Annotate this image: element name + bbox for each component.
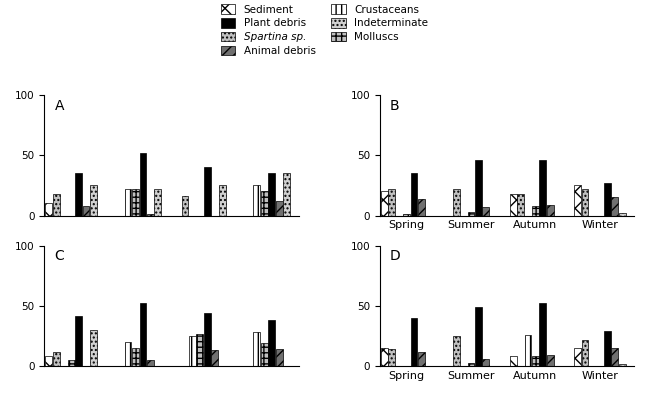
Bar [125, 342, 132, 366]
Bar [582, 340, 589, 366]
Bar [204, 168, 211, 215]
Bar [82, 206, 90, 215]
Bar [388, 349, 395, 366]
Bar [418, 199, 425, 215]
Bar [189, 336, 196, 366]
Bar [418, 352, 425, 366]
Bar [611, 198, 618, 215]
Bar [509, 356, 517, 366]
Bar [53, 352, 60, 366]
Bar [53, 194, 60, 215]
Bar [261, 343, 268, 366]
Bar [524, 335, 532, 366]
Bar [482, 359, 489, 366]
Bar [539, 303, 546, 366]
Bar [403, 214, 410, 215]
Bar [147, 360, 154, 366]
Bar [204, 313, 211, 366]
Bar [182, 196, 188, 215]
Bar [453, 336, 459, 366]
Bar [147, 214, 154, 215]
Bar [618, 364, 626, 366]
Text: A: A [55, 99, 64, 112]
Bar [517, 194, 524, 215]
Bar [90, 185, 97, 215]
Bar [45, 356, 52, 366]
Bar [547, 355, 554, 366]
Bar [539, 160, 546, 215]
Bar [381, 348, 387, 366]
Legend: Sediment, Plant debris, Spartina sp., Animal debris, Crustaceans, Indeterminate,: Sediment, Plant debris, Spartina sp., An… [217, 1, 432, 59]
Bar [276, 201, 282, 215]
Text: C: C [55, 249, 64, 263]
Text: D: D [390, 249, 400, 263]
Bar [611, 348, 618, 366]
Bar [219, 185, 226, 215]
Bar [467, 212, 474, 215]
Bar [125, 189, 132, 215]
Bar [532, 206, 539, 215]
Bar [283, 173, 290, 215]
Bar [75, 173, 82, 215]
Bar [75, 316, 82, 366]
Bar [212, 350, 218, 366]
Bar [197, 333, 203, 366]
Bar [574, 348, 581, 366]
Bar [453, 189, 459, 215]
Bar [261, 191, 268, 215]
Bar [45, 204, 52, 215]
Bar [467, 362, 474, 366]
Bar [574, 185, 581, 215]
Bar [268, 173, 275, 215]
Bar [254, 185, 260, 215]
Bar [132, 189, 139, 215]
Bar [388, 189, 395, 215]
Bar [509, 194, 517, 215]
Bar [582, 189, 589, 215]
Bar [67, 360, 75, 366]
Bar [154, 189, 161, 215]
Bar [547, 205, 554, 215]
Bar [604, 183, 611, 215]
Bar [475, 307, 482, 366]
Bar [132, 348, 139, 366]
Bar [482, 207, 489, 215]
Bar [140, 303, 147, 366]
Bar [276, 349, 282, 366]
Bar [411, 173, 417, 215]
Bar [618, 213, 626, 215]
Bar [90, 330, 97, 366]
Bar [254, 332, 260, 366]
Bar [532, 356, 539, 366]
Bar [411, 318, 417, 366]
Bar [475, 160, 482, 215]
Bar [381, 191, 387, 215]
Bar [604, 331, 611, 366]
Text: B: B [390, 99, 400, 112]
Bar [140, 153, 147, 215]
Bar [268, 320, 275, 366]
